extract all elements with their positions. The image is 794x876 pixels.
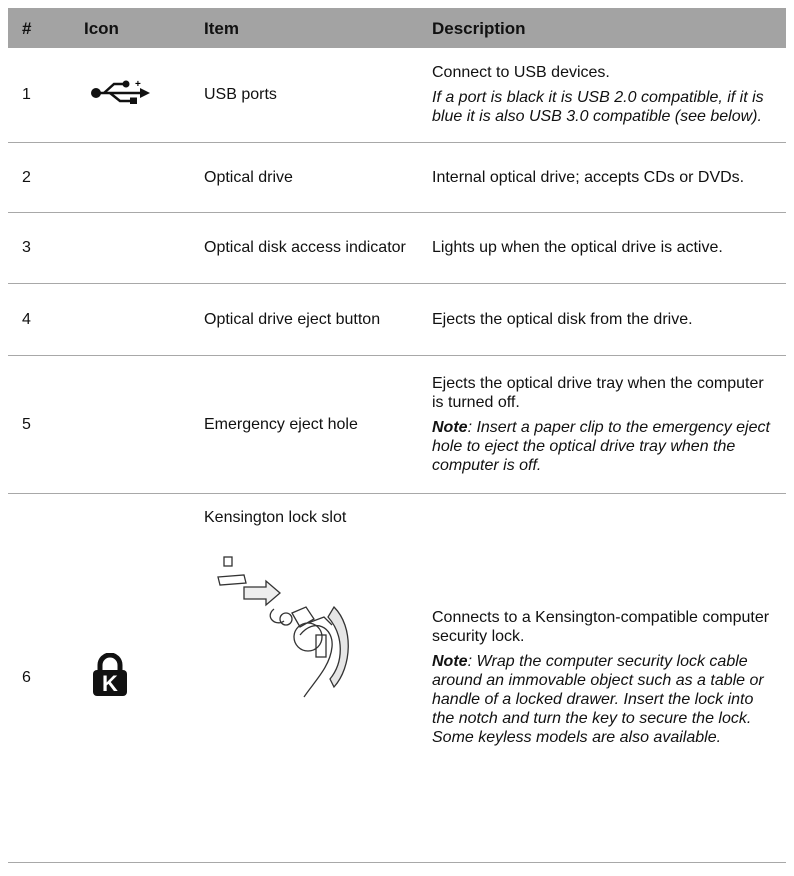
header-cell: Description xyxy=(418,8,786,48)
text: Internal optical drive; accepts CDs or D… xyxy=(432,168,745,186)
text: Ejects the optical disk from the drive. xyxy=(432,310,693,328)
number: 5 xyxy=(8,355,70,494)
number: 3 xyxy=(8,212,70,284)
kensington-icon: K xyxy=(93,652,127,696)
item: Optical disk access indicator xyxy=(190,212,418,284)
note: If a port is black it is USB 2.0 compati… xyxy=(432,89,764,126)
note: Note: Insert a paper clip to the emergen… xyxy=(432,418,778,475)
item-cell: Kensington lock slot xyxy=(190,493,418,863)
ports-table: # Icon Item Description 1 + USB por xyxy=(8,8,786,863)
text: Ejects the optical drive tray when the c… xyxy=(432,374,764,411)
row: 2 Optical drive Internal optical drive; … xyxy=(8,142,786,213)
item: Optical drive eject button xyxy=(190,283,418,356)
description: Ejects the optical disk from the drive. xyxy=(418,283,786,356)
note: Note: Wrap the computer security lock ca… xyxy=(432,652,778,747)
row: 1 + USB ports Connect to USB devices. If… xyxy=(8,48,786,143)
number: 4 xyxy=(8,283,70,356)
note-label: Note xyxy=(432,653,468,670)
row: 4 Optical drive eject button Ejects the … xyxy=(8,283,786,356)
description: Internal optical drive; accepts CDs or D… xyxy=(418,142,786,213)
icon-cell: K xyxy=(70,493,190,863)
item: Kensington lock slot xyxy=(204,508,347,526)
number: 6 xyxy=(8,493,70,863)
text: Connects to a Kensington-compatible comp… xyxy=(432,609,770,645)
number: 2 xyxy=(8,142,70,213)
icon-cell xyxy=(70,212,190,284)
row: 6 K Kensington lock slot xyxy=(8,493,786,863)
note-text: : Insert a paper clip to the emergency e… xyxy=(432,418,770,474)
description: Connects to a Kensington-compatible comp… xyxy=(418,493,786,863)
item: USB ports xyxy=(190,48,418,143)
svg-text:+: + xyxy=(135,80,141,90)
header-cell: Item xyxy=(190,8,418,48)
icon-cell xyxy=(70,355,190,494)
text: Lights up when the optical drive is acti… xyxy=(432,239,723,256)
note-text: : Wrap the computer security lock cable … xyxy=(432,653,764,746)
item: Emergency eject hole xyxy=(190,355,418,494)
item: Optical drive xyxy=(190,142,418,213)
note-label: Note xyxy=(432,418,468,436)
number: 1 xyxy=(8,48,70,143)
description: Ejects the optical drive tray when the c… xyxy=(418,355,786,494)
icon-cell: + xyxy=(70,48,190,143)
text: Connect to USB devices. xyxy=(432,64,610,82)
description: Lights up when the optical drive is acti… xyxy=(418,212,786,284)
header-cell: # xyxy=(8,8,70,48)
header-row: # Icon Item Description xyxy=(8,8,786,48)
svg-text:K: K xyxy=(102,671,118,696)
lock-illustration xyxy=(217,555,349,697)
usb-icon: + xyxy=(91,79,150,105)
icon-cell xyxy=(70,142,190,213)
row: 5 Emergency eject hole Ejects the optica… xyxy=(8,355,786,494)
icon-cell xyxy=(70,283,190,356)
row: 3 Optical disk access indicator Lights u… xyxy=(8,212,786,284)
description: Connect to USB devices. If a port is bla… xyxy=(418,48,786,143)
header-cell: Icon xyxy=(70,8,190,48)
